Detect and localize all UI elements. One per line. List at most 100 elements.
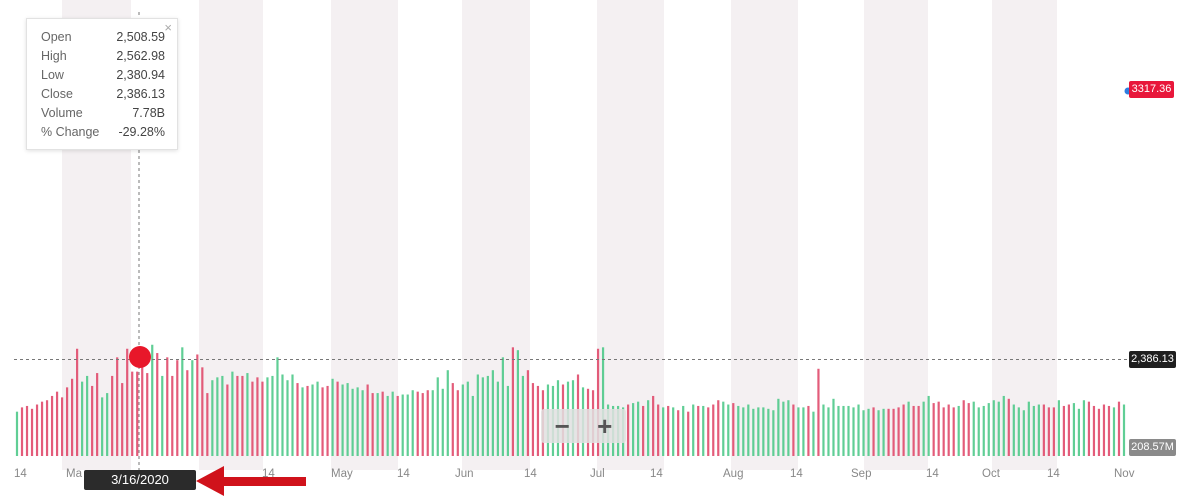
volume-bar (1032, 405, 1035, 456)
volume-bar (912, 405, 915, 456)
background-band (992, 0, 1057, 470)
volume-bar (446, 370, 449, 456)
tooltip-row-low: Low 2,380.94 (41, 66, 165, 85)
volume-bar (852, 407, 855, 456)
volume-bar (55, 391, 59, 456)
volume-bar (376, 393, 379, 456)
volume-bar (752, 408, 755, 456)
volume-bar (1072, 403, 1076, 456)
tooltip-label: High (41, 49, 67, 63)
volume-bar (1012, 404, 1015, 456)
volume-bar (306, 385, 309, 456)
volume-bar (366, 384, 369, 456)
x-tick-label: 14 (650, 468, 663, 480)
volume-bar (992, 400, 995, 456)
volume-bar (842, 405, 845, 456)
volume-bar (807, 405, 810, 456)
volume-bar (35, 404, 39, 456)
volume-bar (832, 398, 835, 456)
volume-bar (181, 347, 184, 456)
volume-bar (1102, 404, 1106, 456)
volume-bar (1052, 407, 1055, 456)
volume-bar (291, 374, 294, 456)
x-tick-label: 14 (926, 468, 939, 480)
ohlc-tooltip: × Open 2,508.59 High 2,562.98 Low 2,380.… (26, 18, 178, 150)
volume-bar (81, 381, 84, 456)
volume-bar (767, 408, 770, 456)
volume-bar (632, 403, 635, 456)
volume-bar (91, 385, 94, 456)
x-tick-label: Jul (590, 468, 605, 480)
volume-bar (346, 383, 349, 456)
volume-bar (1047, 407, 1050, 456)
volume-bar (321, 387, 324, 456)
volume-bar (667, 405, 670, 456)
volume-bar (456, 390, 459, 456)
tooltip-value: 7.78B (132, 106, 165, 120)
volume-bar (997, 401, 1000, 456)
volume-bar (1092, 405, 1096, 456)
volume-bar (1062, 405, 1065, 456)
volume-bar (872, 407, 875, 456)
x-tick-label: Nov (1114, 468, 1135, 480)
x-tick-label: 14 (790, 468, 803, 480)
volume-bar (86, 375, 89, 456)
volume-bar (476, 374, 479, 456)
volume-bar (892, 408, 895, 456)
volume-bar (1112, 407, 1116, 456)
volume-bar (627, 404, 630, 456)
volume-bar (126, 348, 129, 456)
volume-bar (702, 405, 705, 456)
zoom-out-button[interactable]: − (554, 411, 570, 441)
volume-bar (712, 404, 715, 456)
volume-bar (762, 407, 765, 456)
tooltip-label: % Change (41, 125, 100, 139)
volume-bar (341, 384, 344, 456)
x-tick-label: May (331, 468, 353, 480)
volume-bar (777, 398, 780, 456)
x-tick-label: 14 (524, 468, 537, 480)
volume-bar (1022, 410, 1025, 456)
x-tick-label: Jun (455, 468, 474, 480)
volume-bar (907, 401, 910, 456)
volume-bar (827, 407, 830, 456)
zoom-controls: − + (541, 409, 626, 443)
tooltip-value: 2,508.59 (116, 30, 165, 44)
volume-bar (296, 383, 299, 456)
volume-bar (356, 387, 359, 456)
tooltip-value: 2,562.98 (116, 49, 165, 63)
volume-bar (1087, 401, 1091, 456)
volume-bar (677, 410, 680, 456)
volume-bar (601, 347, 605, 456)
tooltip-close-icon[interactable]: × (164, 20, 172, 35)
zoom-in-button[interactable]: + (597, 411, 613, 441)
volume-bar (386, 395, 389, 456)
volume-bar (947, 404, 950, 456)
volume-bar (15, 411, 19, 456)
volume-bar (131, 371, 134, 456)
volume-bar (642, 405, 645, 456)
volume-bar (481, 377, 484, 456)
background-band (864, 0, 928, 470)
volume-bar (867, 408, 870, 456)
volume-bar (236, 375, 239, 456)
volume-bar (116, 357, 119, 456)
volume-bar (536, 385, 540, 456)
volume-bar (426, 390, 429, 456)
volume-bar (416, 391, 419, 456)
volume-bar (406, 394, 409, 456)
volume-bar (937, 401, 940, 456)
volume-bar (401, 394, 404, 456)
volume-bar (261, 381, 264, 456)
volume-bar (361, 390, 364, 456)
tooltip-label: Open (41, 30, 72, 44)
volume-bar (697, 405, 700, 456)
volume-bar (1002, 395, 1005, 456)
volume-bar (782, 401, 785, 456)
volume-bar (451, 383, 454, 456)
last-price-badge: 3317.36 (1129, 81, 1174, 98)
crosshair-date-label: 3/16/2020 (84, 470, 196, 490)
background-bands (62, 0, 1057, 470)
